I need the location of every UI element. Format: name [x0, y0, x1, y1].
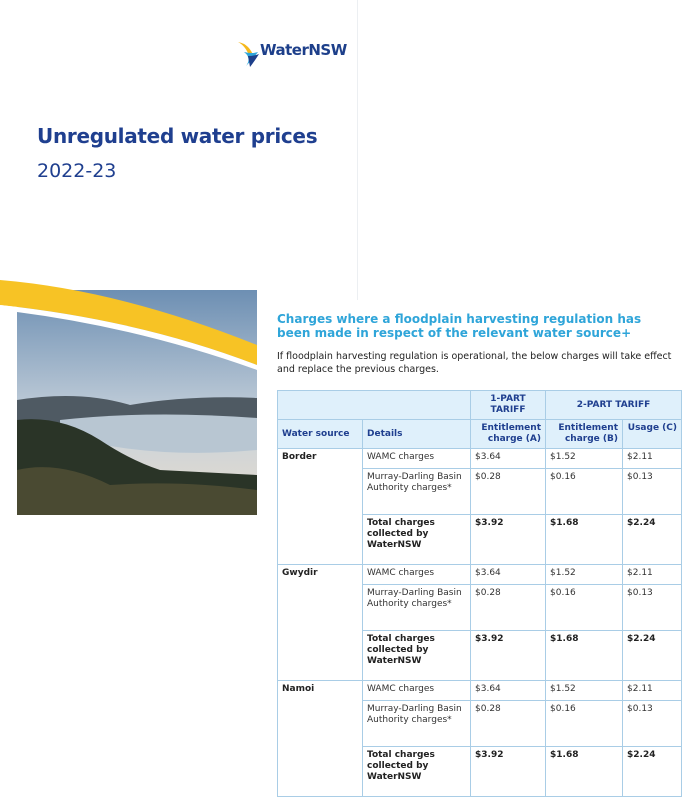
header-row: 1-PART TARIFF 2-PART TARIFF	[277, 390, 682, 420]
water-source: Border	[277, 448, 363, 565]
detail-cell: WAMC charges	[362, 680, 471, 701]
column-header: Usage (C)	[621, 419, 682, 449]
column-header: Entitlement charge (B)	[545, 419, 623, 449]
charge-cell: $0.13	[621, 584, 682, 631]
charge-cell: $3.92	[470, 514, 546, 565]
charge-cell: $2.24	[621, 746, 682, 797]
charge-cell: $1.52	[545, 680, 623, 701]
logo-icon	[238, 42, 259, 67]
detail-cell: Murray-Darling Basin Authority charges*	[362, 468, 471, 515]
charge-cell: $2.24	[621, 514, 682, 565]
subtitle: 2022-23	[37, 160, 117, 182]
logo: WaterNSW	[236, 32, 347, 68]
detail-cell: Murray-Darling Basin Authority charges*	[362, 700, 471, 747]
charge-cell: $1.52	[545, 564, 623, 585]
header-group: 2-PART TARIFF	[544, 390, 682, 420]
header-row: Water source Details Entitlement charge (A…	[277, 419, 682, 449]
column-header: Entitlement charge (A)	[470, 419, 546, 449]
charge-cell: $1.68	[545, 514, 623, 565]
charge-cell: $1.68	[545, 746, 623, 797]
charge-cell: $0.28	[470, 584, 546, 631]
charge-cell: $2.24	[621, 630, 682, 681]
charges-table: 1-PART TARIFF 2-PART TARIFF Water source De…	[277, 390, 682, 797]
column-header: Water source	[277, 419, 363, 449]
charge-cell: $3.92	[470, 630, 546, 681]
charge-cell: $0.13	[621, 468, 682, 515]
page-fold	[357, 0, 358, 300]
table-row: Total charges collected by WaterNSW $3.92…	[278, 630, 682, 681]
table-row: Namoi WAMC charges $3.64 $1.52 $2.11	[277, 680, 682, 797]
title: Unregulated water prices	[37, 124, 318, 148]
detail-cell: Total charges collected by WaterNSW	[362, 746, 471, 797]
water-source: Gwydir	[277, 564, 363, 681]
logo-text: WaterNSW	[260, 41, 347, 59]
detail-cell: WAMC charges	[362, 448, 471, 469]
cover-photo	[0, 280, 257, 515]
charge-cell: $2.11	[621, 680, 682, 701]
charge-cell: $0.16	[545, 700, 623, 747]
table-row: Murray-Darling Basin Authority charges* $…	[278, 584, 682, 631]
column-header: Details	[362, 419, 471, 449]
charge-cell: $0.28	[470, 468, 546, 515]
detail-cell: Total charges collected by WaterNSW	[362, 514, 471, 565]
charge-cell: $0.13	[621, 700, 682, 747]
charge-cell: $2.11	[621, 448, 682, 469]
table-row: Total charges collected by WaterNSW $3.92…	[278, 746, 682, 797]
section-heading: Charges where a floodplain harvesting re…	[277, 312, 642, 340]
charge-cell: $3.64	[470, 680, 546, 701]
charge-cell: $2.11	[621, 564, 682, 585]
charge-cell: $3.92	[470, 746, 546, 797]
charge-cell: $3.64	[470, 564, 546, 585]
charge-cell: $3.64	[470, 448, 546, 469]
section-intro: If floodplain harvesting regulation is o…	[277, 351, 672, 375]
detail-cell: WAMC charges	[362, 564, 471, 585]
detail-cell: Murray-Darling Basin Authority charges*	[362, 584, 471, 631]
header-cell	[277, 390, 471, 420]
table-row: Murray-Darling Basin Authority charges* $…	[278, 468, 682, 515]
water-source: Namoi	[277, 680, 363, 797]
charge-cell: $1.68	[545, 630, 623, 681]
table-row: Gwydir WAMC charges $3.64 $1.52 $2.11	[277, 564, 682, 681]
charge-cell: $0.16	[545, 584, 623, 631]
table-row: Border WAMC charges $3.64 $1.52 $2.11	[277, 448, 682, 565]
header-group: 1-PART TARIFF	[470, 390, 546, 420]
detail-cell: Total charges collected by WaterNSW	[362, 630, 471, 681]
charge-cell: $1.52	[545, 448, 623, 469]
charge-cell: $0.16	[545, 468, 623, 515]
charge-cell: $0.28	[470, 700, 546, 747]
